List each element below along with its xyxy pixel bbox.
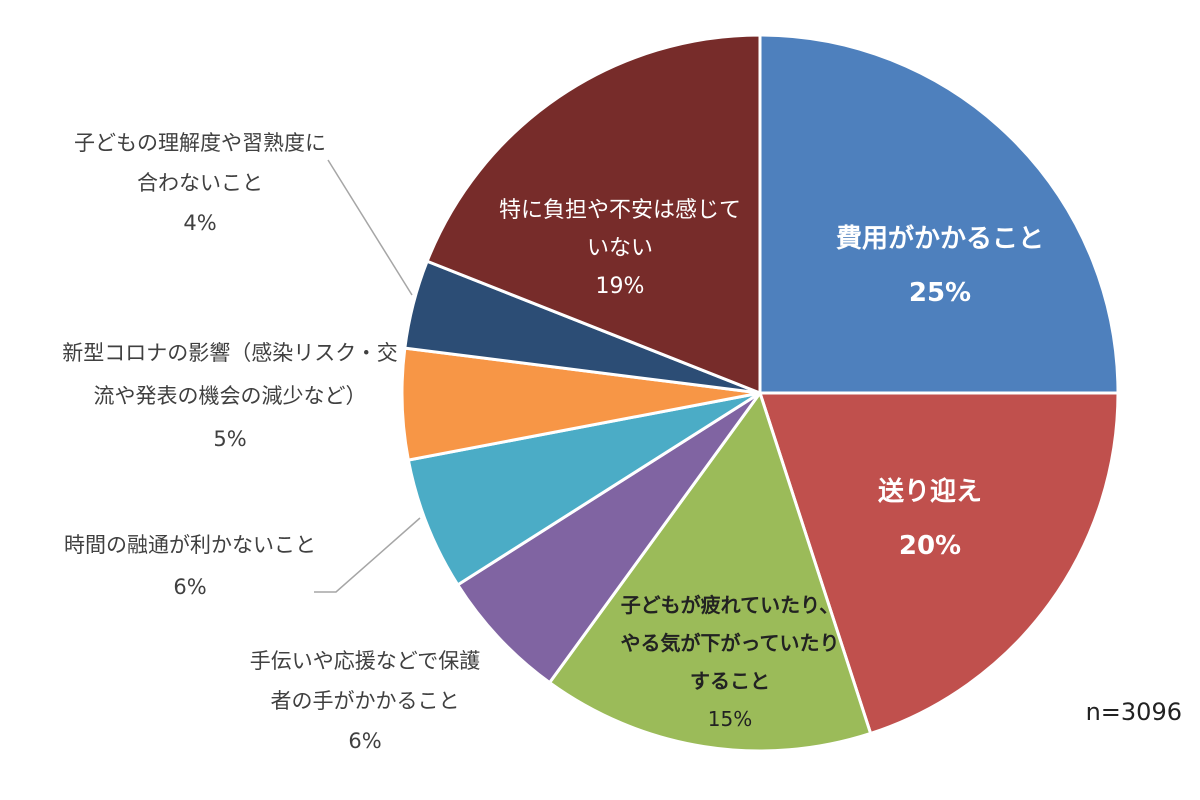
slice-category-label-2: 送り迎え bbox=[878, 476, 982, 507]
pie-slice-2 bbox=[757, 391, 1120, 736]
pie-slices bbox=[400, 33, 1120, 753]
slice-category-label-3: 子どもが疲れていたり、 bbox=[621, 593, 840, 617]
slice-percent-label-1: 25% bbox=[909, 278, 971, 308]
slice-category-label-4: 手伝いや応援などで保護 bbox=[250, 649, 481, 673]
slice-category-label-6: 流や発表の機会の減少など） bbox=[94, 384, 367, 408]
pie-slice-1 bbox=[758, 33, 1120, 395]
sample-size-note: n=3096 bbox=[1086, 698, 1182, 726]
slice-percent-label-3: 15% bbox=[708, 707, 752, 731]
slice-percent-label-6: 5% bbox=[213, 427, 246, 451]
slice-category-label-8: いない bbox=[587, 236, 653, 261]
leader-lines bbox=[314, 159, 421, 593]
pie-slice-4 bbox=[455, 391, 762, 685]
pie-slice-3 bbox=[547, 389, 873, 753]
slice-percent-label-8: 19% bbox=[596, 274, 645, 299]
pie-slice-5 bbox=[406, 391, 761, 587]
slice-category-label-5: 時間の融通が利かないこと bbox=[64, 533, 316, 557]
slice-category-label-6: 新型コロナの影響（感染リスク・交 bbox=[62, 341, 398, 365]
slice-category-label-7: 子どもの理解度や習熟度に bbox=[74, 131, 326, 155]
leader-line-understanding bbox=[327, 159, 413, 296]
leader-line-time-flexibility bbox=[314, 517, 421, 593]
slice-percent-label-4: 6% bbox=[348, 729, 381, 753]
slice-percent-label-2: 20% bbox=[899, 531, 961, 561]
slice-category-label-8: 特に負担や不安は感じて bbox=[499, 198, 741, 223]
pie-slice-8 bbox=[425, 33, 762, 396]
slice-category-label-4: 者の手がかかること bbox=[271, 689, 460, 713]
slice-percent-label-5: 6% bbox=[173, 575, 206, 599]
slice-percent-label-7: 4% bbox=[183, 211, 216, 235]
slice-labels: 費用がかかること 25% 送り迎え 20% 子どもが疲れていたり、やる気が下がっていたり… bbox=[62, 131, 1044, 753]
slice-category-label-3: やる気が下がっていたり bbox=[621, 631, 840, 655]
slice-category-label-1: 費用がかかること bbox=[836, 223, 1044, 254]
slice-category-label-3: すること bbox=[690, 669, 770, 693]
slice-category-label-7: 合わないこと bbox=[137, 171, 263, 195]
